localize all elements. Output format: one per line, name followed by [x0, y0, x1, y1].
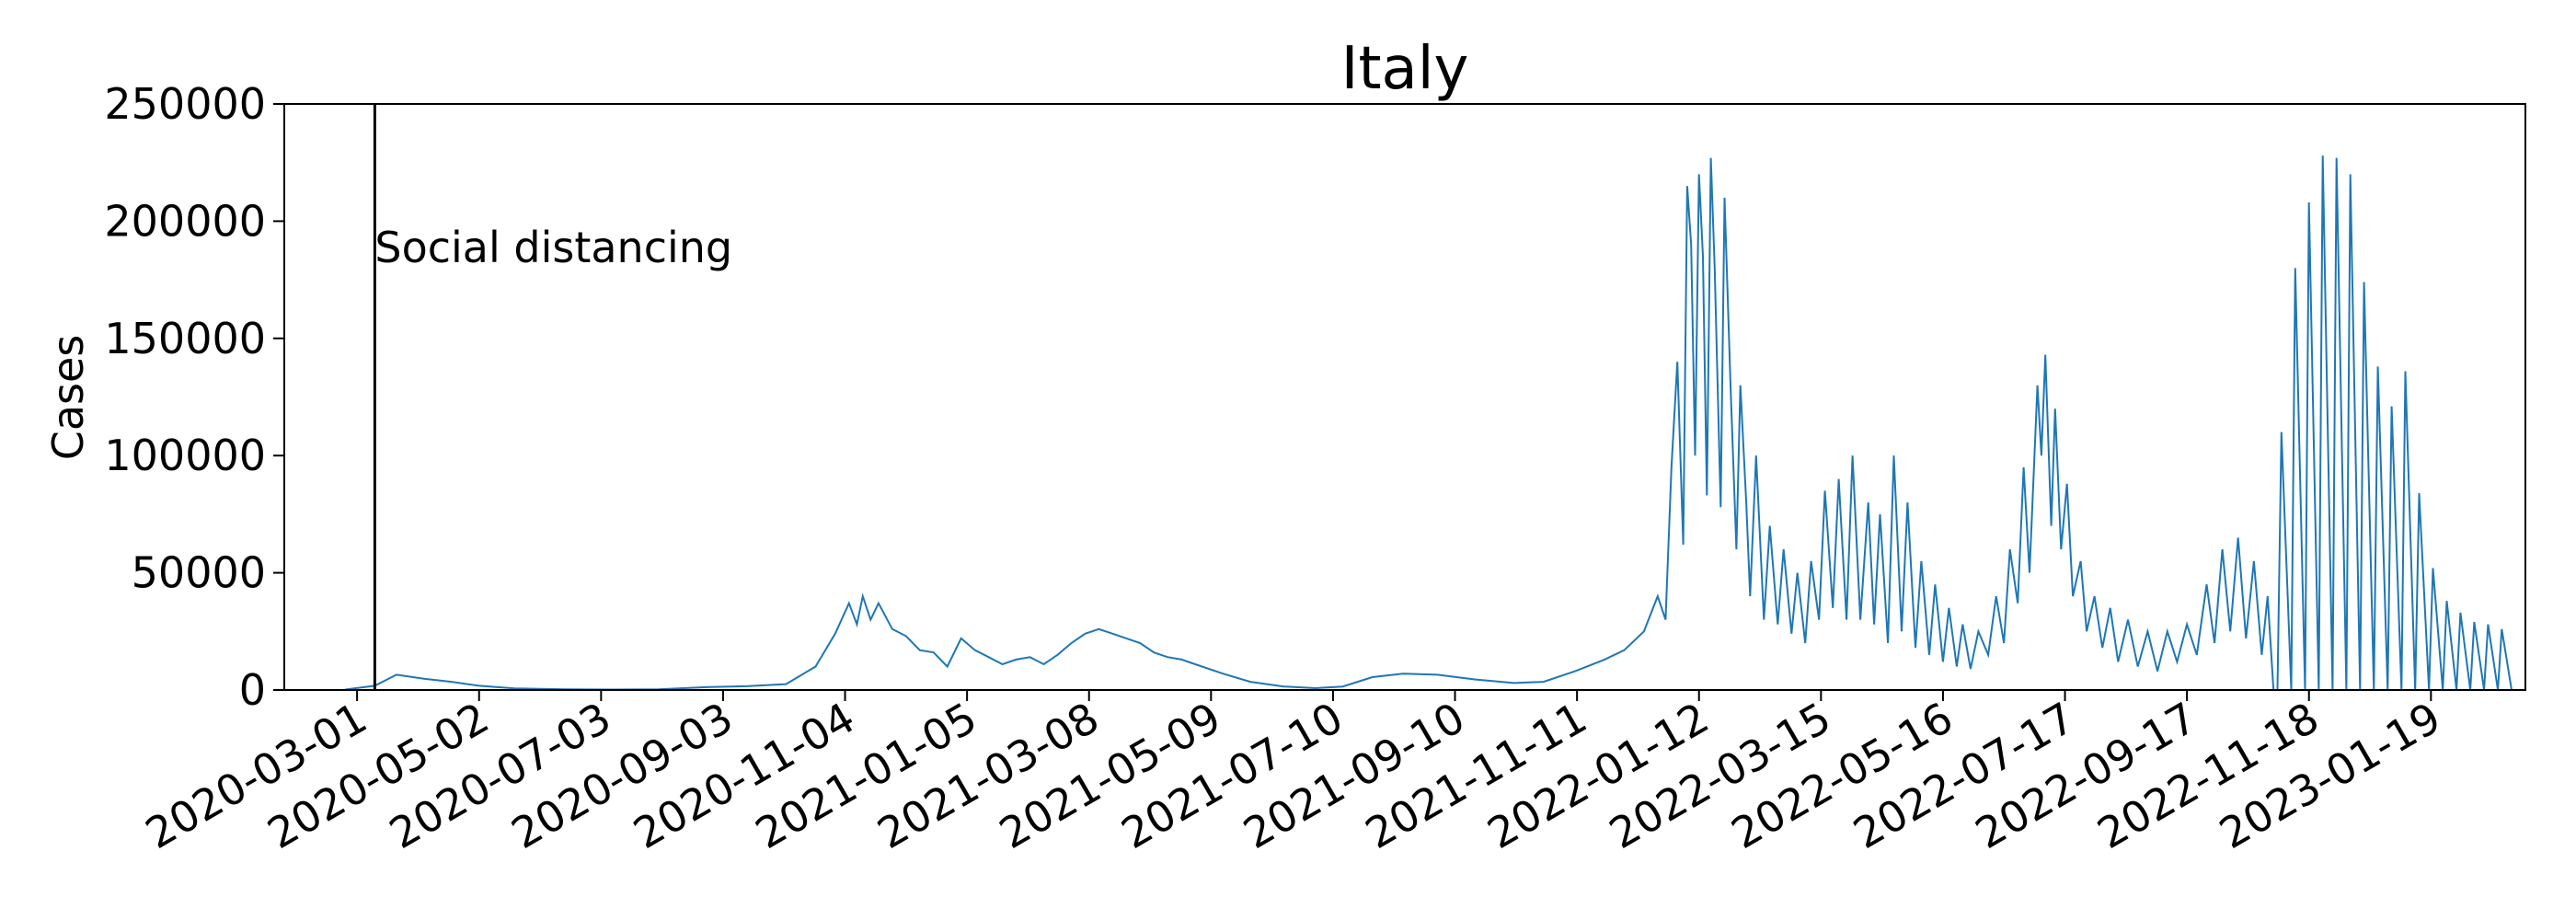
y-tick-label: 0 — [239, 665, 266, 715]
annotation-text: Social distancing — [374, 223, 732, 272]
y-tick-label: 50000 — [132, 548, 266, 598]
plot-frame — [283, 103, 2526, 691]
data-line — [345, 155, 2513, 691]
y-tick-label: 250000 — [104, 79, 266, 129]
y-tick-label: 200000 — [104, 196, 266, 246]
y-tick-label: 100000 — [104, 431, 266, 480]
y-tick-label: 150000 — [104, 314, 266, 363]
chart-title: Italy — [1341, 35, 1469, 103]
y-axis-label: Cases — [43, 335, 93, 461]
